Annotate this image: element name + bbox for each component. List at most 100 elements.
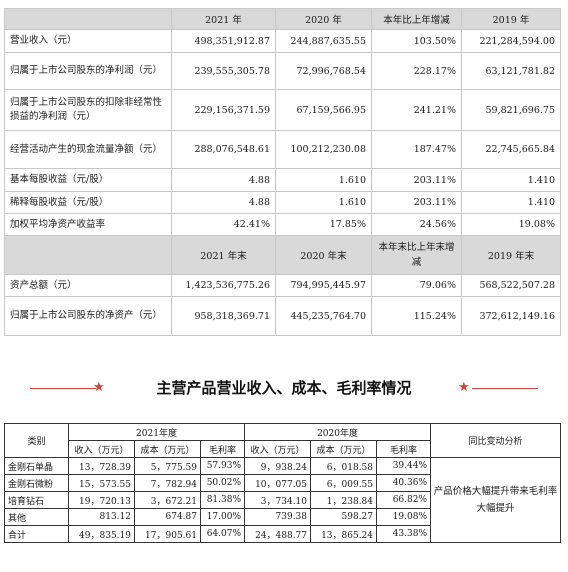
value-cell: 739.38 [244, 508, 312, 526]
value-cell: 794,995,445.97 [275, 274, 372, 297]
row-label: 资产总额（元） [4, 274, 172, 297]
row-label: 归属于上市公司股东的净利润（元） [4, 52, 172, 90]
value-cell: 1.610 [275, 168, 372, 192]
financial-summary-table: 2021 年 2020 年 本年比上年增减 2019 年 营业收入（元） 498… [4, 8, 561, 336]
analysis-note: 产品价格大幅提升带来毛利率大幅提升 [430, 457, 562, 543]
value-cell: 372,612,149.16 [461, 296, 561, 336]
value-cell: 958,318,369.71 [171, 296, 276, 336]
header-cell: 2021 年 [171, 8, 276, 30]
value-cell: 50.02% [199, 474, 246, 492]
table-row: 归属于上市公司股东的净利润（元） 239,555,305.78 72,996,7… [4, 52, 561, 90]
subheader-cell: 成本（万元） [134, 440, 201, 458]
table-row: 金刚石单晶 13，728.39 5，775.59 57.93% 9，938.24… [4, 457, 562, 543]
value-cell: 81.38% [199, 491, 246, 509]
header-cell: 本年末比上年末增减 [371, 235, 462, 275]
value-cell: 288,076,548.61 [171, 130, 276, 169]
row-label: 归属于上市公司股东的扣除非经常性损益的净利润（元） [4, 89, 172, 131]
decorative-line [472, 388, 538, 389]
table-row: 基本每股收益（元/股） 4.88 1.610 203.11% 1.410 [4, 168, 561, 192]
table-row: 培育钻石 19，720.13 3，672.21 81.38% 3，734.10 … [4, 491, 561, 509]
value-cell: 6，018.58 [310, 457, 378, 475]
value-cell: 1.410 [461, 191, 561, 214]
value-cell: 1,423,536,775.26 [171, 274, 276, 297]
value-cell: 103.50% [371, 29, 462, 53]
value-cell: 10，077.05 [244, 474, 312, 492]
value-cell: 39.44% [376, 457, 432, 475]
value-cell: 1.610 [275, 191, 372, 214]
value-cell: 813.12 [68, 508, 135, 526]
value-cell: 244,887,635.55 [275, 29, 372, 53]
value-cell: 1.410 [461, 168, 561, 192]
table-header-row: 2021 年 2020 年 本年比上年增减 2019 年 [4, 8, 561, 30]
table-row: 资产总额（元） 1,423,536,775.26 794,995,445.97 … [4, 274, 561, 297]
header-cell: 2021 年末 [171, 235, 276, 275]
table-row: 金刚石微粉 15，573.55 7，782.94 50.02% 10，077.0… [4, 474, 561, 492]
row-label: 归属于上市公司股东的净资产（元） [4, 296, 172, 336]
value-cell: 19，720.13 [68, 491, 135, 509]
row-label: 加权平均净资产收益率 [4, 213, 172, 236]
analysis-header: 同比变动分析 [430, 423, 562, 458]
value-cell: 57.93% [199, 457, 246, 475]
value-cell: 72,996,768.54 [275, 52, 372, 90]
value-cell: 3，734.10 [244, 491, 312, 509]
value-cell: 66.82% [376, 491, 432, 509]
value-cell: 1，238.84 [310, 491, 378, 509]
decorative-line [30, 388, 96, 389]
table-row: 营业收入（元） 498,351,912.87 244,887,635.55 10… [4, 29, 561, 53]
row-label: 其他 [4, 508, 69, 526]
value-cell: 43.38% [376, 525, 432, 543]
row-label: 经营活动产生的现金流量净额（元） [4, 130, 172, 169]
header-cell: 2020 年末 [275, 235, 372, 275]
value-cell: 15，573.55 [68, 474, 135, 492]
product-margin-table: 类别 2021年度 2020年度 同比变动分析 收入（万元） 成本（万元） 毛利… [4, 423, 562, 543]
value-cell: 203.11% [371, 168, 462, 192]
value-cell: 498,351,912.87 [171, 29, 276, 53]
value-cell: 187.47% [371, 130, 462, 169]
value-cell: 229,156,371.59 [171, 89, 276, 131]
subheader-cell: 毛利率 [376, 440, 432, 458]
table-row: 归属于上市公司股东的扣除非经常性损益的净利润（元） 229,156,371.59… [4, 89, 561, 131]
header-cell [4, 8, 172, 30]
value-cell: 598.27 [310, 508, 378, 526]
table-row: 稀释每股收益（元/股） 4.88 1.610 203.11% 1.410 [4, 191, 561, 214]
value-cell: 445,235,764.70 [275, 296, 372, 336]
value-cell: 228.17% [371, 52, 462, 90]
table-row: 归属于上市公司股东的净资产（元） 958,318,369.71 445,235,… [4, 296, 561, 336]
value-cell: 24.56% [371, 213, 462, 236]
value-cell: 115.24% [371, 296, 462, 336]
row-label: 基本每股收益（元/股） [4, 168, 172, 192]
section-title: 主营产品营业收入、成本、毛利率情况 [156, 379, 412, 397]
value-cell: 221,284,594.00 [461, 29, 561, 53]
header-cell [4, 235, 172, 275]
value-cell: 100,212,230.08 [275, 130, 372, 169]
star-icon: ★ [93, 380, 105, 395]
value-cell: 17.00% [199, 508, 246, 526]
table-row: 加权平均净资产收益率 42.41% 17.85% 24.56% 19.08% [4, 213, 561, 236]
value-cell: 13，728.39 [68, 457, 135, 475]
table-row: 其他 813.12 674.87 17.00% 739.38 598.27 19… [4, 508, 561, 526]
subheader-cell: 收入（万元） [68, 440, 135, 458]
value-cell: 24，488.77 [244, 525, 312, 543]
value-cell: 40.36% [376, 474, 432, 492]
year-header: 2020年度 [244, 423, 432, 441]
header-cell: 2019 年末 [461, 235, 561, 275]
value-cell: 239,555,305.78 [171, 52, 276, 90]
row-label: 金刚石微粉 [4, 474, 69, 492]
table-header-row: 2021 年末 2020 年末 本年末比上年末增减 2019 年末 [4, 235, 561, 275]
value-cell: 79.06% [371, 274, 462, 297]
value-cell: 64.07% [199, 525, 246, 543]
value-cell: 59,821,696.75 [461, 89, 561, 131]
category-header: 类别 [4, 423, 69, 458]
header-cell: 本年比上年增减 [371, 8, 462, 30]
value-cell: 9，938.24 [244, 457, 312, 475]
row-label: 培育钻石 [4, 491, 69, 509]
value-cell: 4.88 [171, 191, 276, 214]
value-cell: 42.41% [171, 213, 276, 236]
table-header-row: 类别 2021年度 2020年度 同比变动分析 [4, 423, 562, 458]
value-cell: 3，672.21 [134, 491, 201, 509]
value-cell: 67,159,566.95 [275, 89, 372, 131]
row-label: 营业收入（元） [4, 29, 172, 53]
value-cell: 4.88 [171, 168, 276, 192]
value-cell: 568,522,507.28 [461, 274, 561, 297]
value-cell: 49，835.19 [68, 525, 135, 543]
